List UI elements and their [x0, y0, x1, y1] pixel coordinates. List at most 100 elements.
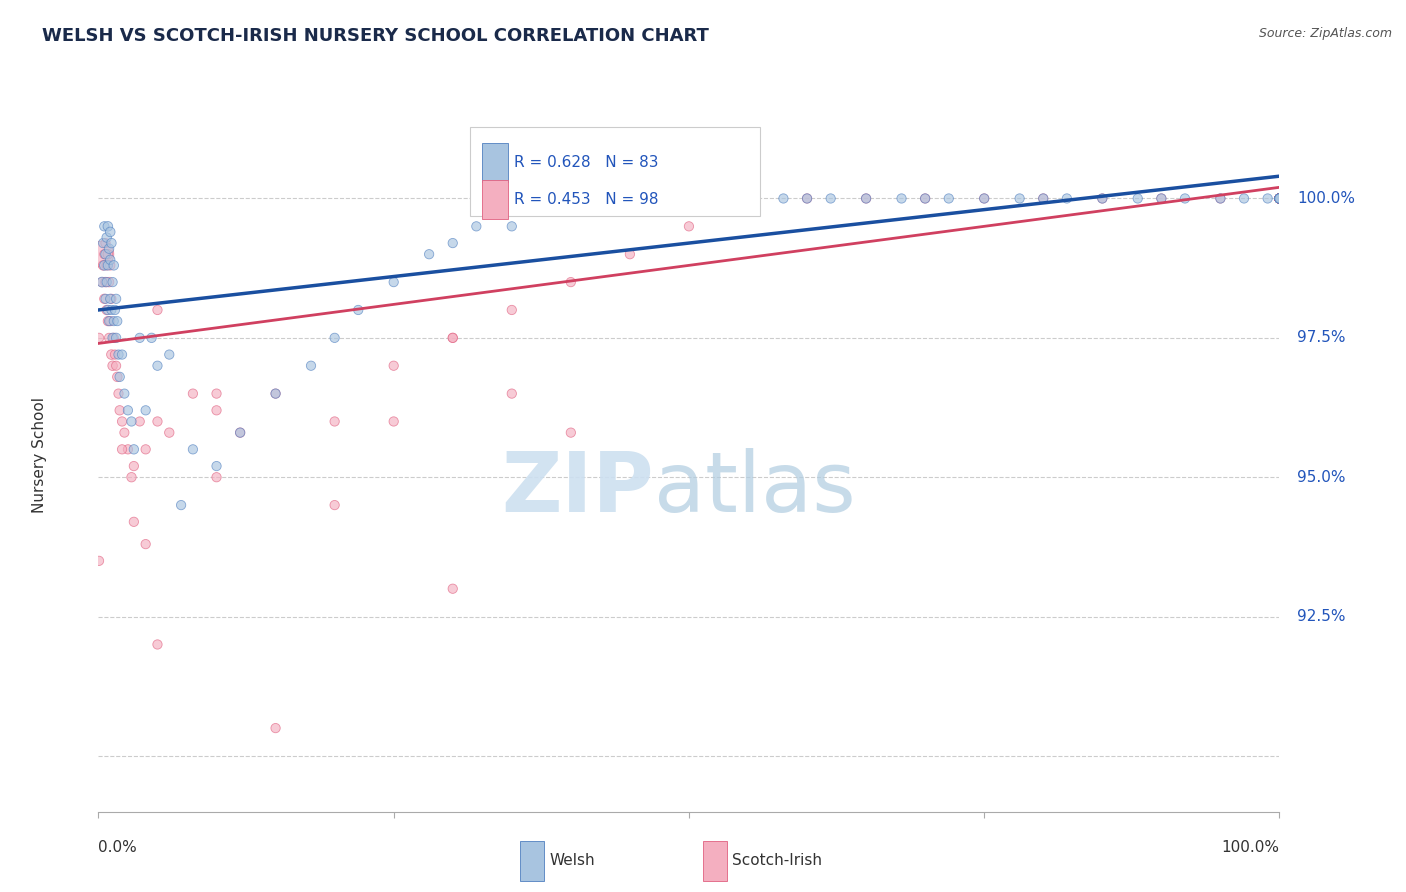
- Point: [772, 191, 794, 205]
- Point: [181, 386, 204, 401]
- Point: [737, 191, 759, 205]
- Point: [1268, 191, 1291, 205]
- Point: [264, 721, 287, 735]
- Point: [1268, 191, 1291, 205]
- Point: [98, 252, 121, 267]
- Point: [1174, 191, 1197, 205]
- Point: [1268, 191, 1291, 205]
- Point: [938, 191, 960, 205]
- Point: [97, 219, 120, 234]
- Text: Scotch-Irish: Scotch-Irish: [733, 854, 823, 868]
- Point: [98, 331, 121, 345]
- Text: Nursery School: Nursery School: [32, 397, 46, 513]
- Point: [100, 347, 122, 361]
- Point: [103, 314, 125, 328]
- Point: [1268, 191, 1291, 205]
- Point: [111, 414, 134, 428]
- Point: [441, 235, 464, 250]
- Point: [121, 470, 143, 484]
- Point: [128, 414, 150, 428]
- Point: [108, 403, 131, 417]
- Point: [1209, 191, 1232, 205]
- Point: [1126, 191, 1149, 205]
- Point: [205, 403, 228, 417]
- Point: [146, 638, 169, 652]
- Point: [122, 442, 145, 457]
- Point: [1268, 191, 1291, 205]
- Point: [94, 292, 117, 306]
- Point: [1233, 191, 1256, 205]
- Text: 92.5%: 92.5%: [1298, 609, 1346, 624]
- Point: [93, 247, 115, 261]
- Text: R = 0.453   N = 98: R = 0.453 N = 98: [515, 193, 658, 207]
- Point: [101, 275, 124, 289]
- Point: [678, 219, 700, 234]
- Point: [465, 219, 488, 234]
- Point: [560, 275, 582, 289]
- Point: [87, 554, 110, 568]
- Point: [181, 442, 204, 457]
- Point: [441, 331, 464, 345]
- Point: [1091, 191, 1114, 205]
- Point: [103, 331, 125, 345]
- Point: [890, 191, 912, 205]
- Point: [1032, 191, 1054, 205]
- Point: [1268, 191, 1291, 205]
- Point: [1268, 191, 1291, 205]
- Point: [121, 414, 143, 428]
- Point: [654, 191, 676, 205]
- Point: [1268, 191, 1291, 205]
- Point: [108, 369, 131, 384]
- Point: [112, 386, 135, 401]
- Point: [1268, 191, 1291, 205]
- Point: [1056, 191, 1078, 205]
- Point: [1268, 191, 1291, 205]
- Point: [91, 235, 114, 250]
- Point: [1268, 191, 1291, 205]
- Text: 100.0%: 100.0%: [1298, 191, 1355, 206]
- Point: [98, 292, 121, 306]
- Point: [91, 275, 114, 289]
- Point: [737, 191, 759, 205]
- Point: [583, 191, 606, 205]
- Point: [702, 191, 724, 205]
- Point: [98, 242, 121, 256]
- Point: [93, 219, 115, 234]
- Point: [135, 537, 157, 551]
- Point: [105, 314, 128, 328]
- Point: [111, 442, 134, 457]
- Point: [141, 331, 163, 345]
- Point: [1268, 191, 1291, 205]
- Point: [93, 292, 115, 306]
- Point: [97, 258, 120, 272]
- Point: [1268, 191, 1291, 205]
- Point: [1268, 191, 1291, 205]
- Point: [323, 414, 346, 428]
- Point: [1268, 191, 1291, 205]
- Text: 100.0%: 100.0%: [1222, 840, 1279, 855]
- Point: [1268, 191, 1291, 205]
- Point: [146, 414, 169, 428]
- Point: [1091, 191, 1114, 205]
- Text: WELSH VS SCOTCH-IRISH NURSERY SCHOOL CORRELATION CHART: WELSH VS SCOTCH-IRISH NURSERY SCHOOL COR…: [42, 27, 709, 45]
- Point: [104, 302, 127, 317]
- Point: [1150, 191, 1173, 205]
- Point: [1268, 191, 1291, 205]
- Point: [205, 458, 228, 473]
- Point: [536, 202, 558, 217]
- Point: [122, 458, 145, 473]
- Point: [146, 359, 169, 373]
- Point: [98, 314, 121, 328]
- Point: [323, 498, 346, 512]
- Text: 95.0%: 95.0%: [1298, 470, 1346, 484]
- Point: [1268, 191, 1291, 205]
- Point: [122, 515, 145, 529]
- Text: R = 0.628   N = 83: R = 0.628 N = 83: [515, 155, 658, 169]
- Point: [855, 191, 877, 205]
- Point: [100, 292, 122, 306]
- Point: [93, 258, 115, 272]
- Point: [1268, 191, 1291, 205]
- Point: [264, 386, 287, 401]
- Point: [1268, 191, 1291, 205]
- Point: [91, 258, 114, 272]
